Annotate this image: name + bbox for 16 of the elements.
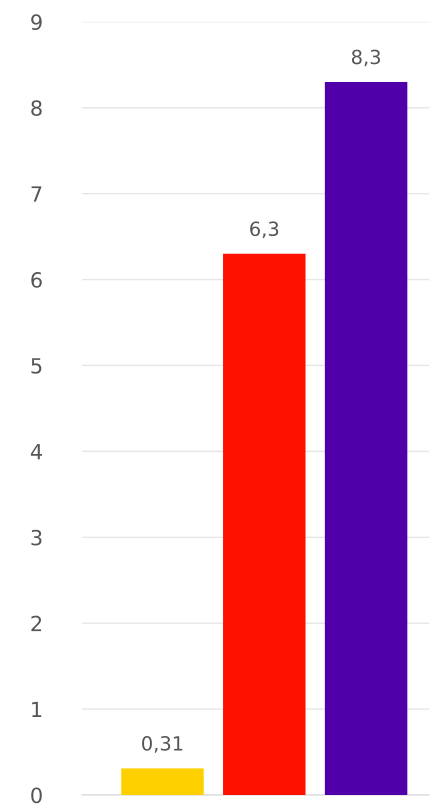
bar bbox=[121, 768, 204, 796]
y-tick-label: 8 bbox=[31, 100, 42, 116]
y-tick-label: 5 bbox=[31, 358, 42, 374]
data-label: 0,31 bbox=[142, 736, 182, 753]
y-tick-label: 7 bbox=[32, 186, 42, 202]
y-tick-label: 4 bbox=[30, 444, 42, 460]
data-label: 6,3 bbox=[250, 221, 278, 238]
y-tick-label: 6 bbox=[31, 272, 42, 288]
y-tick-label: 2 bbox=[31, 616, 42, 632]
y-tick-label: 9 bbox=[31, 14, 42, 30]
bar bbox=[324, 82, 408, 796]
bar bbox=[223, 254, 306, 796]
y-tick-label: 0 bbox=[31, 787, 42, 804]
data-label: 8,3 bbox=[352, 50, 380, 66]
y-tick-label: 3 bbox=[31, 530, 42, 546]
y-tick-label: 1 bbox=[32, 702, 42, 718]
